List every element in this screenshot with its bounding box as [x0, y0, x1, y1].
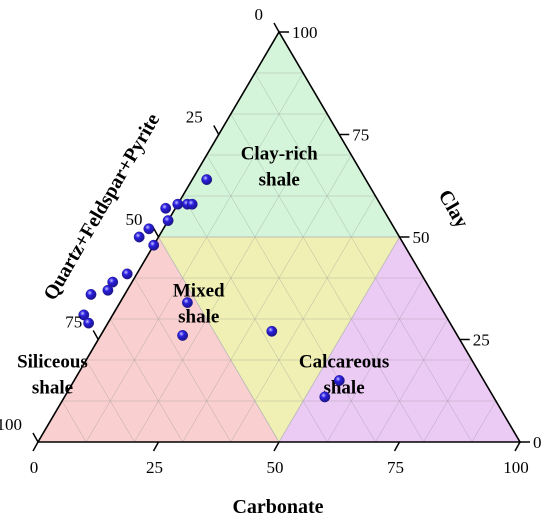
grid-line-carbonate: [85, 72, 304, 443]
classification-regions: [38, 32, 520, 442]
data-point: [162, 215, 174, 227]
region-label-line: shale: [323, 377, 364, 398]
tick-mark-carbonate: [514, 441, 521, 452]
region-label-mixed-shale: Mixed shale: [173, 280, 225, 327]
region-label-calcareous-shale: Calcareous shale: [299, 351, 389, 398]
region-boundary-line: [278, 236, 400, 443]
data-point: [160, 202, 172, 214]
tick-label-qfp: 50: [126, 210, 143, 229]
tick-mark-qfp: [32, 432, 39, 443]
tick-mark-qfp: [152, 227, 160, 238]
grid-line-carbonate: [375, 318, 448, 443]
tick-label-carbonate: 75: [387, 458, 404, 477]
grid-line-qfp: [85, 359, 135, 443]
grid-line-qfp: [206, 154, 376, 443]
tick-label-clay: 0: [533, 433, 542, 452]
region-label-line: Clay-rich: [241, 144, 318, 165]
data-point: [83, 317, 95, 329]
tick-mark-carbonate: [273, 441, 280, 452]
tick-label-carbonate: 100: [503, 458, 529, 477]
grid-line-qfp: [134, 277, 232, 443]
grid-line-qfp: [254, 72, 473, 443]
tick-label-qfp: 100: [0, 415, 22, 434]
bottom-axis-title: Carbonate: [232, 496, 323, 518]
tick-label-clay: 25: [473, 331, 490, 350]
region-label-clay-rich-shale: Clay-rich shale: [241, 144, 318, 191]
tick-mark-qfp: [213, 125, 220, 135]
region-label-line: Calcareous: [299, 351, 389, 372]
tick-label-clay: 50: [413, 228, 430, 247]
data-point: [333, 375, 345, 386]
data-point: [133, 231, 145, 243]
region-label-siliceous-shale: Siliceous shale: [17, 351, 88, 398]
data-point: [177, 329, 189, 341]
data-point: [121, 268, 133, 280]
region-label-line: shale: [259, 170, 300, 191]
region-label-line: Siliceous: [17, 351, 88, 372]
region-label-line: shale: [178, 306, 219, 327]
region-mixed-shale: [158, 237, 400, 442]
region-siliceous-shale: [38, 237, 279, 442]
region-label-line: Mixed: [173, 280, 225, 301]
data-point: [78, 309, 90, 321]
data-point: [85, 288, 97, 300]
region-calcareous-shale: [279, 237, 520, 442]
grid-line-qfp: [110, 318, 183, 443]
tick-mark-carbonate: [32, 441, 39, 452]
region-label-line: shale: [32, 377, 73, 398]
grid-line-qfp: [230, 113, 424, 443]
tick-mark-carbonate: [152, 441, 160, 452]
data-point: [201, 174, 213, 186]
tick-marks: [32, 22, 530, 452]
tick-mark-qfp: [273, 22, 280, 33]
grid-line-carbonate: [471, 400, 497, 443]
tick-label-carbonate: 0: [30, 458, 39, 477]
data-point: [319, 391, 331, 403]
data-points: [78, 174, 345, 403]
region-boundaries: [158, 236, 400, 443]
tick-mark-carbonate: [393, 441, 401, 452]
data-point: [172, 198, 184, 210]
data-point: [143, 223, 155, 235]
tick-label-carbonate: 50: [267, 458, 284, 477]
data-point: [148, 239, 160, 251]
data-point: [107, 276, 119, 288]
grid-line-carbonate: [182, 154, 352, 443]
data-point: [181, 297, 193, 308]
grid-line-qfp: [61, 400, 87, 443]
data-point: [186, 198, 198, 210]
data-point: [266, 325, 278, 337]
data-point: [102, 284, 114, 296]
tick-label-qfp: 75: [65, 313, 82, 332]
tick-label-qfp: 0: [255, 5, 264, 24]
region-boundary-line: [158, 236, 280, 443]
tick-mark-qfp: [92, 330, 99, 340]
right-axis-title: Clay: [434, 186, 473, 232]
tick-label-clay: 75: [352, 126, 369, 145]
tick-label-qfp: 25: [186, 108, 203, 127]
region-clay-rich-shale: [158, 32, 400, 237]
tick-label-carbonate: 25: [146, 458, 163, 477]
tick-label-clay: 100: [292, 23, 318, 42]
